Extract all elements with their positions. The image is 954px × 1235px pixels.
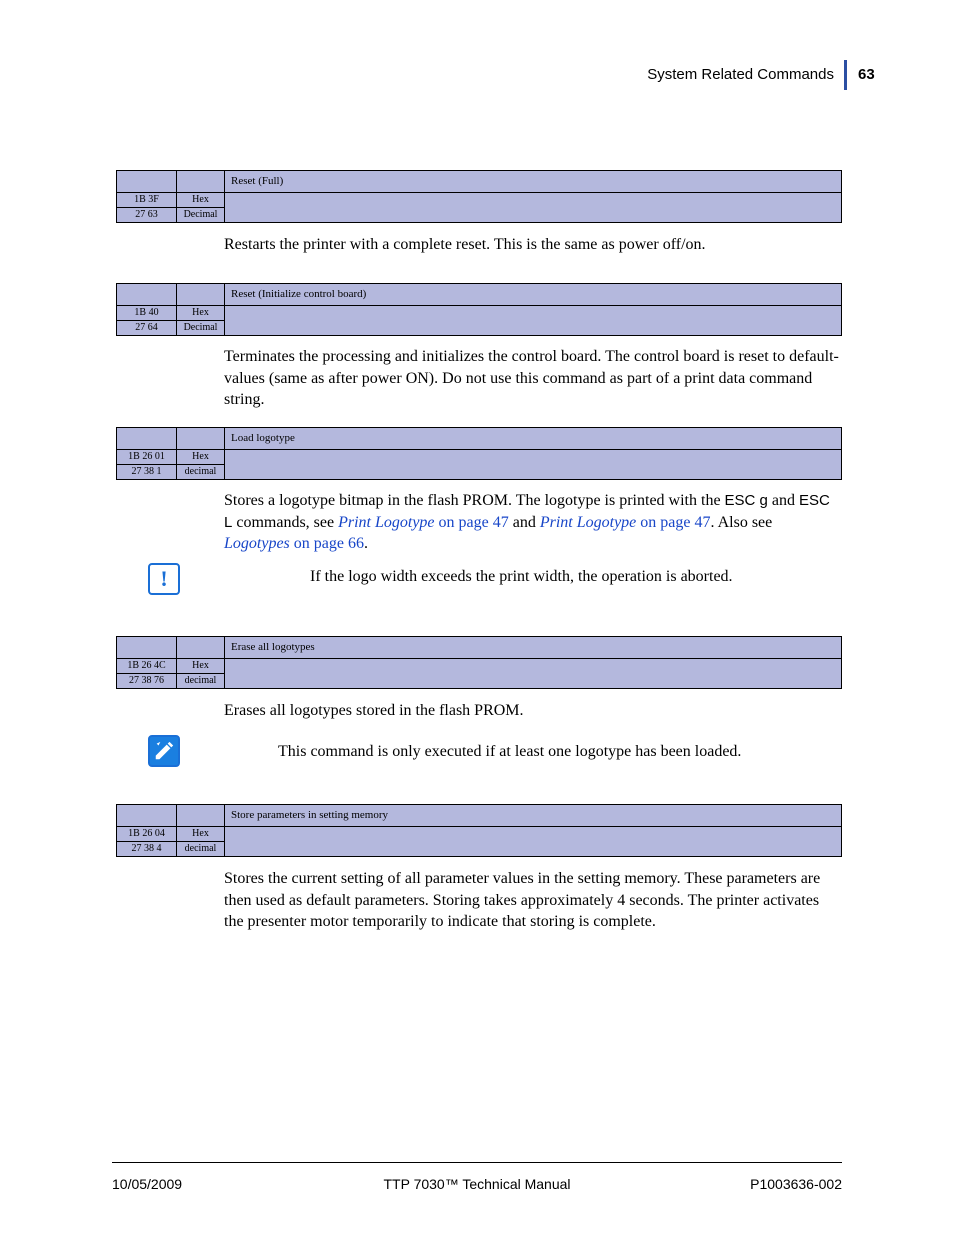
command-table-reset-init: Reset (Initialize control board) 1B 40 H… [116, 283, 842, 336]
cmd-title-empty2 [177, 428, 225, 450]
cmd-body-load-logo: Stores a logotype bitmap in the flash PR… [224, 490, 842, 555]
text: Stores a logotype bitmap in the flash PR… [224, 492, 725, 509]
cmd-dec: 27 63 [117, 208, 177, 223]
cmd-body-reset-init: Terminates the processing and initialize… [224, 346, 842, 411]
cmd-hex-label: Hex [177, 659, 225, 674]
cmd-hex: 1B 26 04 [117, 827, 177, 842]
cmd-hex: 1B 40 [117, 306, 177, 321]
cmd-title-empty2 [177, 284, 225, 306]
cmd-body-erase-logos: Erases all logotypes stored in the flash… [224, 700, 842, 722]
link-logotypes[interactable]: Logotypes on page 66 [224, 535, 364, 552]
page-number: 63 [858, 66, 875, 83]
note-icon [148, 735, 180, 767]
cmd-title-empty [117, 171, 177, 193]
command-table-load-logo: Load logotype 1B 26 01 Hex 27 38 1 decim… [116, 427, 842, 480]
cmd-desc-cell [225, 827, 842, 857]
cmd-desc-cell [225, 306, 842, 336]
cmd-title-empty [117, 805, 177, 827]
cmd-title: Store parameters in setting memory [225, 805, 842, 827]
cmd-dec-label: decimal [177, 842, 225, 857]
cmd-title-empty2 [177, 637, 225, 659]
command-table-store-params: Store parameters in setting memory 1B 26… [116, 804, 842, 857]
link-print-logotype-2[interactable]: Print Logotype on page 47 [540, 514, 711, 531]
cmd-dec-label: decimal [177, 674, 225, 689]
cmd-title-empty [117, 284, 177, 306]
cmd-title-empty [117, 428, 177, 450]
text: commands, see [232, 514, 338, 531]
cmd-dec: 27 38 76 [117, 674, 177, 689]
cmd-body-reset-full: Restarts the printer with a complete res… [224, 234, 842, 256]
header-section-title: System Related Commands [647, 66, 834, 83]
cmd-dec: 27 64 [117, 321, 177, 336]
cmd-hex-label: Hex [177, 306, 225, 321]
cmd-dec-label: Decimal [177, 321, 225, 336]
link-print-logotype-1[interactable]: Print Logotype on page 47 [338, 514, 509, 531]
cmd-title: Erase all logotypes [225, 637, 842, 659]
cmd-hex: 1B 3F [117, 193, 177, 208]
cmd-desc-cell [225, 450, 842, 480]
header-accent-bar [844, 60, 847, 90]
cmd-dec-label: Decimal [177, 208, 225, 223]
footer-docnum: P1003636-002 [750, 1176, 842, 1192]
cmd-body-store-params: Stores the current setting of all parame… [224, 868, 842, 933]
page: System Related Commands 63 Reset (Full) … [0, 0, 954, 1235]
cmd-hex-label: Hex [177, 450, 225, 465]
cmd-hex-label: Hex [177, 193, 225, 208]
pencil-note-icon [153, 740, 175, 762]
cmd-desc-cell [225, 659, 842, 689]
cmd-dec-label: decimal [177, 465, 225, 480]
cmd-desc-cell [225, 193, 842, 223]
cmd-hex-label: Hex [177, 827, 225, 842]
command-table-reset-full: Reset (Full) 1B 3F Hex 27 63 Decimal [116, 170, 842, 223]
footer-divider [112, 1162, 842, 1163]
cmd-reference: ESC g [725, 492, 768, 509]
text: . [364, 535, 368, 552]
cmd-title: Reset (Full) [225, 171, 842, 193]
cmd-dec: 27 38 4 [117, 842, 177, 857]
exclamation-icon: ! [160, 566, 167, 592]
text: . Also see [710, 514, 772, 531]
important-icon: ! [148, 563, 180, 595]
text: and [768, 492, 799, 509]
command-table-erase-logos: Erase all logotypes 1B 26 4C Hex 27 38 7… [116, 636, 842, 689]
cmd-title: Load logotype [225, 428, 842, 450]
cmd-title-empty2 [177, 805, 225, 827]
cmd-hex: 1B 26 4C [117, 659, 177, 674]
important-note-load-logo: If the logo width exceeds the print widt… [310, 568, 830, 586]
cmd-title: Reset (Initialize control board) [225, 284, 842, 306]
cmd-title-empty2 [177, 171, 225, 193]
cmd-hex: 1B 26 01 [117, 450, 177, 465]
text: and [509, 514, 540, 531]
note-erase-logos: This command is only executed if at leas… [278, 743, 838, 761]
cmd-title-empty [117, 637, 177, 659]
cmd-dec: 27 38 1 [117, 465, 177, 480]
